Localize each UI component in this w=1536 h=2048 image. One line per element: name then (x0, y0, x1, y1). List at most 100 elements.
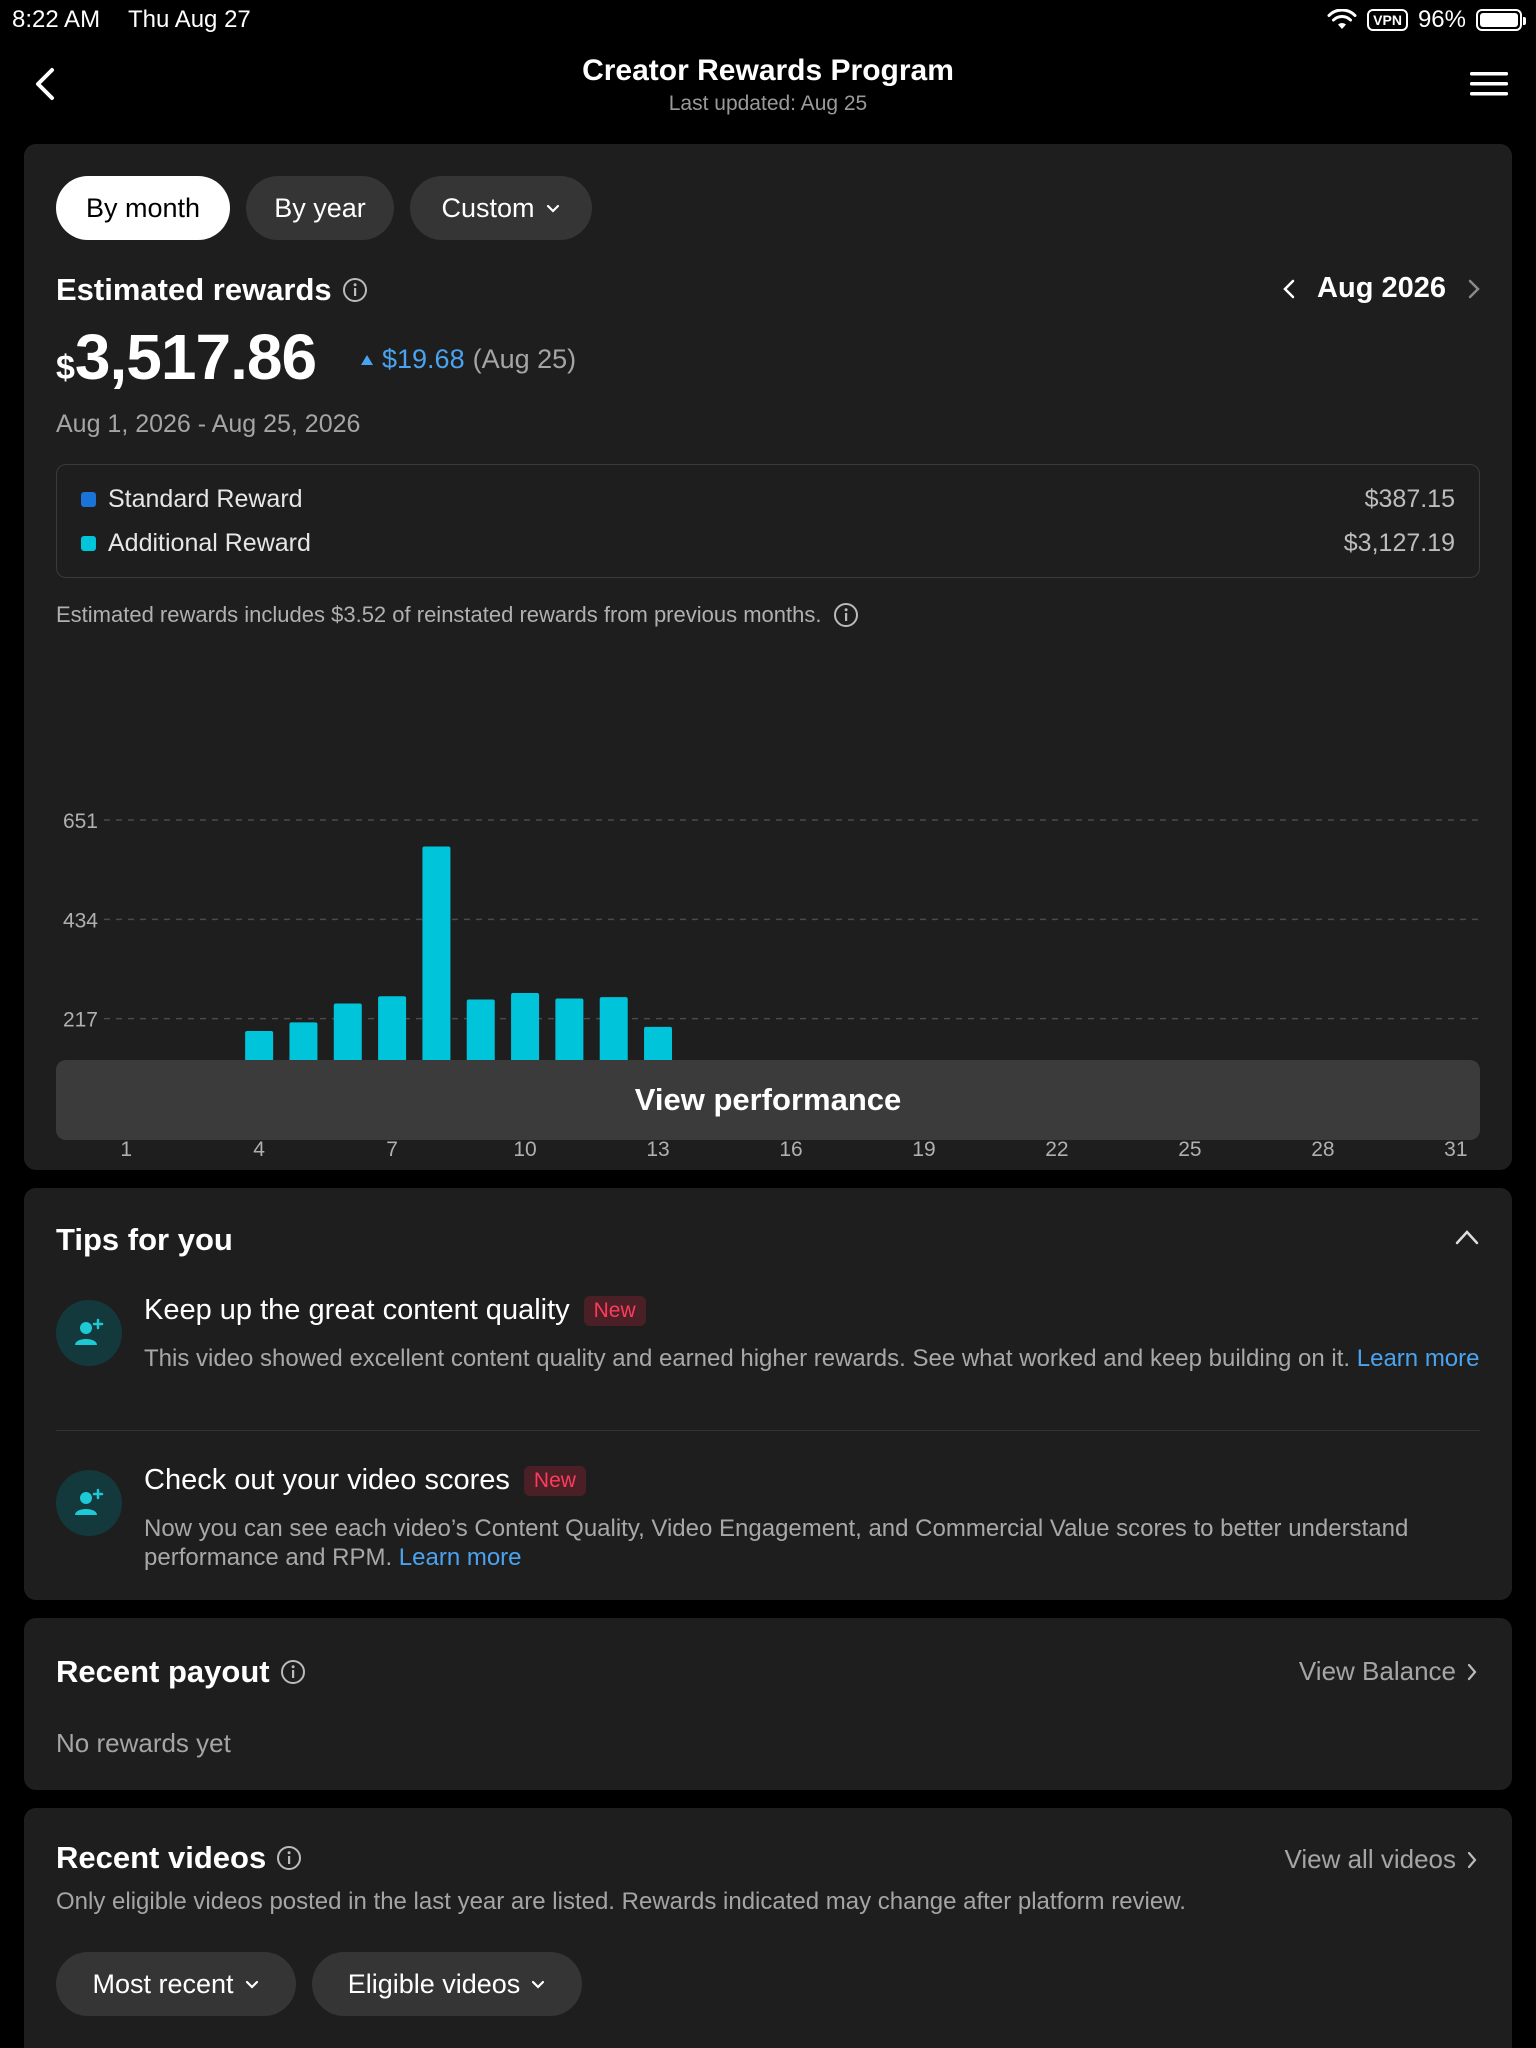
new-badge: New (523, 1465, 586, 1496)
filter-by-month[interactable]: By month (56, 176, 230, 240)
chevron-right-icon[interactable] (1466, 278, 1482, 300)
videos-card: Recent videos View all videos Only eligi… (24, 1808, 1512, 2048)
total-rewards-amount: $ 3,517.86 (56, 320, 317, 394)
divider (56, 1430, 1480, 1431)
x-tick-label: 31 (1444, 1138, 1467, 1161)
view-balance-link[interactable]: View Balance (1299, 1656, 1478, 1687)
chevron-up-icon[interactable] (1454, 1228, 1480, 1246)
standard-reward-label: Standard Reward (108, 484, 303, 513)
tip-title-text: Keep up the great content quality (144, 1294, 570, 1326)
chevron-down-icon (532, 1980, 545, 1989)
y-tick-label: 651 (63, 810, 98, 833)
x-tick-label: 22 (1045, 1138, 1068, 1161)
status-bar: 8:22 AM Thu Aug 27 VPN 96% (0, 0, 1536, 40)
chevron-down-icon (546, 204, 559, 213)
view-all-videos-label: View all videos (1284, 1844, 1456, 1874)
info-icon[interactable] (833, 602, 859, 628)
estimated-rewards-heading: Estimated rewards (56, 272, 368, 308)
view-all-videos-link[interactable]: View all videos (1284, 1844, 1478, 1875)
x-tick-label: 28 (1311, 1138, 1334, 1161)
chevron-right-icon (1467, 1663, 1477, 1680)
tip-body-text: Now you can see each video’s Content Qua… (144, 1515, 1409, 1571)
tip-body: Now you can see each video’s Content Qua… (144, 1514, 1480, 1572)
x-tick-label: 1 (120, 1138, 132, 1161)
rewards-card: By month By year Custom Estimated reward… (24, 144, 1512, 1170)
bar-additional[interactable] (422, 846, 451, 1090)
x-tick-label: 16 (779, 1138, 802, 1161)
payout-card: Recent payout View Balance No rewards ye… (24, 1618, 1512, 1790)
additional-reward-value: $3,127.19 (1343, 528, 1455, 557)
page-title: Creator Rewards Program (582, 54, 954, 87)
header: Creator Rewards Program Last updated: Au… (0, 40, 1536, 140)
tip-title: Check out your video scores New (144, 1464, 586, 1497)
month-navigator: Aug 2026 (1281, 272, 1482, 305)
status-time: 8:22 AM (12, 6, 101, 33)
currency-symbol: $ (56, 349, 75, 387)
eligibility-dropdown[interactable]: Eligible videos (312, 1952, 582, 2016)
tips-card: Tips for you Keep up the great content q… (24, 1188, 1512, 1600)
info-icon[interactable] (280, 1659, 306, 1685)
x-tick-label: 25 (1178, 1138, 1201, 1161)
standard-swatch (81, 491, 96, 507)
payout-heading: Recent payout (56, 1654, 306, 1690)
tip-item[interactable]: Keep up the great content quality New Th… (56, 1294, 1480, 1404)
standard-reward-value: $387.15 (1364, 484, 1455, 513)
x-tick-label: 19 (912, 1138, 935, 1161)
last-updated: Last updated: Aug 25 (668, 92, 868, 115)
tip-title-text: Check out your video scores (144, 1464, 510, 1496)
info-icon[interactable] (276, 1845, 302, 1871)
new-badge: New (583, 1295, 646, 1326)
tip-body: This video showed excellent content qual… (144, 1344, 1480, 1373)
chevron-left-icon[interactable] (1281, 278, 1297, 300)
date-range: Aug 1, 2026 - Aug 25, 2026 (56, 410, 361, 438)
learn-more-link[interactable]: Learn more (1356, 1345, 1480, 1372)
additional-reward-row: Additional Reward $3,127.19 (81, 525, 1455, 561)
status-date: Thu Aug 27 (128, 6, 251, 33)
filter-by-year[interactable]: By year (246, 176, 394, 240)
learn-more-link[interactable]: Learn more (398, 1544, 522, 1571)
tip-body-text: This video showed excellent content qual… (144, 1345, 1351, 1372)
y-tick-label: 434 (63, 909, 98, 932)
view-performance-button[interactable]: View performance (56, 1060, 1480, 1140)
rewards-delta: $19.68 (Aug 25) (360, 344, 576, 375)
additional-swatch (81, 535, 96, 551)
no-rewards-text: No rewards yet (56, 1728, 231, 1758)
delta-date: (Aug 25) (472, 344, 577, 374)
tip-title: Keep up the great content quality New (144, 1294, 646, 1327)
filter-custom-label: Custom (441, 192, 535, 223)
sort-dropdown[interactable]: Most recent (56, 1952, 296, 2016)
x-tick-label: 4 (253, 1138, 265, 1161)
chevron-right-icon (1467, 1851, 1477, 1868)
battery-icon (1476, 9, 1526, 31)
menu-icon[interactable] (1468, 64, 1510, 104)
videos-title: Recent videos (56, 1840, 267, 1875)
amount-value: 3,517.86 (74, 321, 317, 393)
info-icon[interactable] (342, 277, 368, 303)
chevron-down-icon (245, 1980, 258, 1989)
videos-heading: Recent videos (56, 1840, 302, 1876)
back-arrow-icon[interactable] (26, 64, 66, 104)
reinstated-note-text: Estimated rewards includes $3.52 of rein… (56, 602, 822, 627)
triangle-up-icon (361, 354, 373, 365)
eligibility-label: Eligible videos (347, 1968, 521, 1999)
delta-amount: $19.68 (382, 344, 465, 374)
tips-title: Tips for you (56, 1222, 233, 1257)
status-right: VPN 96% (1327, 6, 1526, 34)
filter-by-year-label: By year (274, 192, 366, 223)
payout-title: Recent payout (56, 1654, 270, 1689)
sort-label: Most recent (92, 1968, 234, 1999)
add-user-icon (56, 1470, 122, 1536)
x-tick-label: 7 (386, 1138, 398, 1161)
filter-by-month-label: By month (85, 192, 201, 223)
tip-item[interactable]: Check out your video scores New Now you … (56, 1464, 1480, 1574)
y-tick-label: 217 (63, 1009, 98, 1032)
additional-reward-label: Additional Reward (108, 528, 311, 557)
vpn-badge: VPN (1367, 9, 1408, 31)
x-tick-label: 13 (646, 1138, 669, 1161)
reinstated-note: Estimated rewards includes $3.52 of rein… (56, 602, 859, 628)
current-period: Aug 2026 (1317, 272, 1446, 304)
view-balance-label: View Balance (1298, 1656, 1456, 1686)
x-tick-label: 10 (513, 1138, 536, 1161)
reward-breakdown: Standard Reward $387.15 Additional Rewar… (56, 464, 1480, 578)
filter-custom[interactable]: Custom (410, 176, 592, 240)
